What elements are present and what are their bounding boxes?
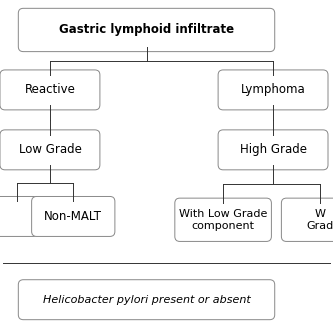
FancyBboxPatch shape [218,130,328,170]
Text: Non-MALT: Non-MALT [44,210,102,223]
FancyBboxPatch shape [0,70,100,110]
Text: High Grade: High Grade [239,143,307,157]
FancyBboxPatch shape [0,196,38,236]
Text: Low Grade: Low Grade [19,143,81,157]
FancyBboxPatch shape [175,198,271,241]
FancyBboxPatch shape [32,196,115,236]
Text: W
Grad: W Grad [306,209,333,230]
Text: Gastric lymphoid infiltrate: Gastric lymphoid infiltrate [59,23,234,37]
FancyBboxPatch shape [218,70,328,110]
FancyBboxPatch shape [281,198,333,241]
FancyBboxPatch shape [18,280,275,320]
Text: With Low Grade
component: With Low Grade component [179,209,267,230]
Text: Reactive: Reactive [25,83,75,97]
FancyBboxPatch shape [18,8,275,52]
Text: Lymphoma: Lymphoma [241,83,305,97]
Text: Helicobacter pylori present or absent: Helicobacter pylori present or absent [43,295,250,305]
FancyBboxPatch shape [0,130,100,170]
